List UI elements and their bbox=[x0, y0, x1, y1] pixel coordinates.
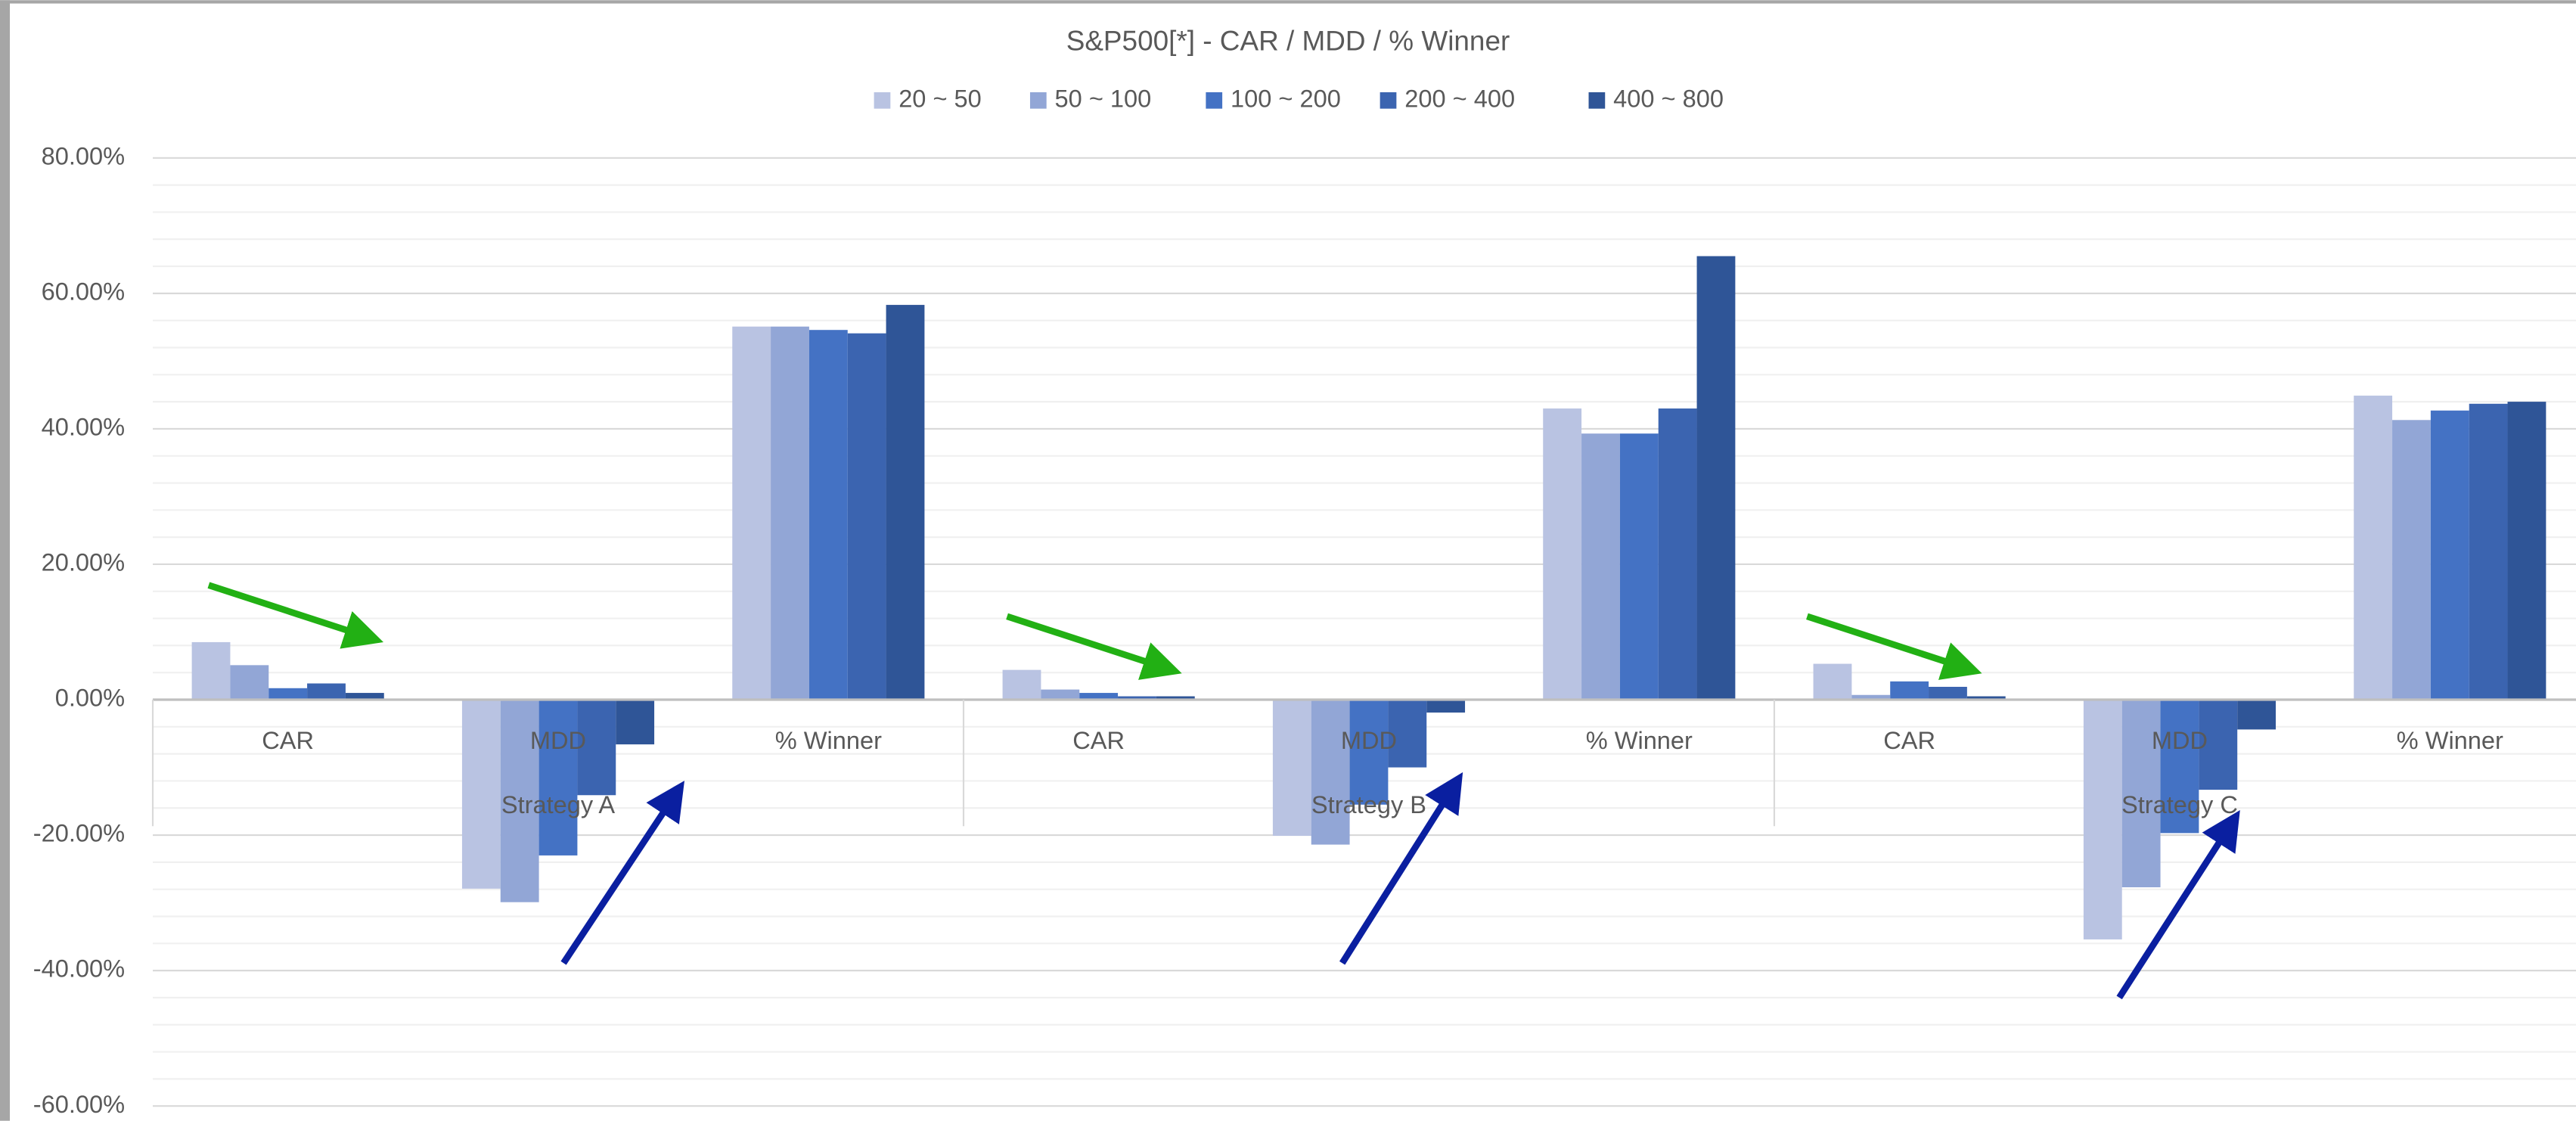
y-tick-label: 0.00% bbox=[55, 685, 125, 712]
bar bbox=[230, 665, 269, 700]
group-label: Strategy A bbox=[501, 791, 616, 818]
bar bbox=[307, 683, 346, 700]
green-arrow bbox=[1806, 613, 1982, 680]
bar bbox=[1966, 696, 2006, 700]
bar bbox=[2354, 396, 2393, 700]
legend-label: 50 ~ 100 bbox=[1055, 85, 1152, 112]
bar bbox=[1002, 669, 1041, 700]
bar bbox=[1272, 700, 1311, 836]
group-label: Strategy C bbox=[2121, 791, 2238, 818]
legend-swatch bbox=[1380, 92, 1397, 109]
bar bbox=[808, 330, 848, 700]
frame-top bbox=[0, 0, 2576, 4]
bar bbox=[1388, 700, 1427, 768]
bar bbox=[1426, 700, 1466, 713]
y-tick-label: 40.00% bbox=[42, 414, 126, 441]
x-tick-label: % Winner bbox=[775, 727, 882, 754]
bar bbox=[2121, 700, 2161, 888]
bar bbox=[1581, 433, 1620, 700]
blue-arrow bbox=[2116, 809, 2240, 1000]
blue-arrow bbox=[560, 781, 685, 965]
legend-label: 20 ~ 50 bbox=[898, 85, 982, 112]
y-tick-label: 20.00% bbox=[42, 549, 126, 576]
bar bbox=[1929, 687, 1967, 700]
bar bbox=[1118, 696, 1156, 700]
y-tick-label: -40.00% bbox=[33, 955, 125, 983]
bar bbox=[1890, 681, 1929, 700]
bar bbox=[345, 693, 384, 700]
legend-label: 100 ~ 200 bbox=[1231, 85, 1341, 112]
bar bbox=[732, 326, 771, 700]
bar bbox=[1156, 696, 1195, 700]
x-tick-label: MDD bbox=[530, 727, 586, 754]
bar bbox=[1543, 408, 1582, 700]
y-tick-label: -60.00% bbox=[33, 1091, 125, 1118]
bar bbox=[2083, 700, 2122, 939]
legend-label: 400 ~ 800 bbox=[1613, 85, 1724, 112]
annotations bbox=[207, 582, 2240, 1000]
bar bbox=[616, 700, 655, 745]
bar bbox=[1079, 693, 1119, 700]
bar bbox=[2392, 420, 2431, 700]
x-tick-label: MDD bbox=[1341, 727, 1397, 754]
bar bbox=[2469, 403, 2508, 700]
legend-swatch bbox=[1206, 92, 1223, 109]
bar bbox=[2199, 700, 2238, 790]
green-arrow bbox=[1006, 613, 1182, 680]
bar bbox=[2507, 402, 2547, 700]
y-tick-label: -20.00% bbox=[33, 820, 125, 847]
bar bbox=[886, 305, 925, 700]
chart-title: S&P500[*] - CAR / MDD / % Winner bbox=[1066, 26, 1510, 57]
bar bbox=[1696, 256, 1736, 700]
bar bbox=[847, 333, 886, 700]
green-arrow bbox=[207, 582, 384, 649]
bar bbox=[2237, 700, 2277, 730]
x-tick-label: CAR bbox=[1883, 727, 1935, 754]
bar bbox=[1851, 694, 1891, 700]
x-tick-label: % Winner bbox=[2397, 727, 2503, 754]
bar bbox=[1349, 700, 1389, 805]
legend-swatch bbox=[874, 92, 891, 109]
x-tick-label: % Winner bbox=[1586, 727, 1693, 754]
group-label: Strategy B bbox=[1311, 791, 1426, 818]
bar bbox=[1813, 663, 1852, 700]
blue-arrow bbox=[1339, 772, 1463, 965]
x-tick-label: CAR bbox=[1072, 727, 1125, 754]
bar bbox=[191, 641, 231, 700]
bar bbox=[538, 700, 578, 856]
legend-swatch bbox=[1588, 92, 1606, 109]
bar bbox=[268, 688, 308, 700]
bar bbox=[2160, 700, 2199, 834]
legend-label: 200 ~ 400 bbox=[1404, 85, 1515, 112]
x-tick-label: CAR bbox=[262, 727, 314, 754]
bar bbox=[1658, 408, 1697, 700]
bar bbox=[1619, 433, 1659, 700]
bar bbox=[1041, 689, 1080, 700]
y-tick-label: 60.00% bbox=[42, 278, 126, 305]
bar bbox=[1311, 700, 1350, 845]
bar bbox=[2430, 410, 2469, 700]
frame-left bbox=[0, 0, 11, 1121]
y-tick-label: 80.00% bbox=[42, 142, 126, 169]
bar bbox=[461, 700, 501, 889]
x-tick-label: MDD bbox=[2152, 727, 2208, 754]
bar bbox=[577, 700, 616, 796]
legend-swatch bbox=[1029, 92, 1047, 109]
bar bbox=[771, 326, 809, 700]
bar bbox=[500, 700, 539, 902]
plot-area: -60.00% -40.00% -20.00% 0.00% 20.00% 40.00% 60… bbox=[33, 142, 2576, 1118]
